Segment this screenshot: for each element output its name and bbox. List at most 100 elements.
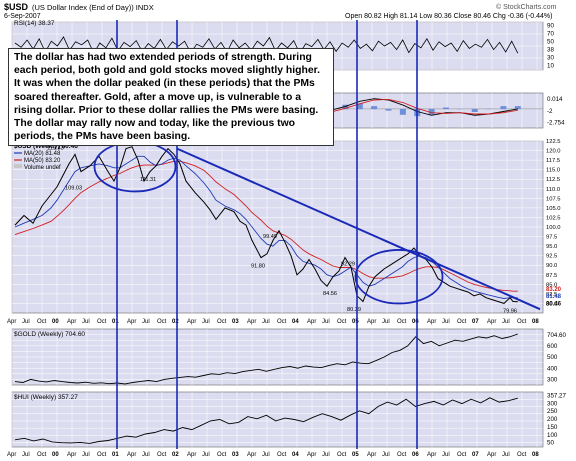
usd-y-tick-label: 100.0 — [546, 225, 561, 231]
macd-histogram-bar — [342, 104, 349, 110]
x-axis-label: Apr — [427, 452, 436, 458]
macd-histogram-bar — [442, 107, 449, 110]
usd-y-tick-label: 95.0 — [546, 244, 557, 250]
chart-date: 6-Sep-2007 — [4, 13, 41, 20]
usd-title: $USD (Weekly) 80.46 — [14, 143, 78, 150]
x-axis-label: Jul — [382, 319, 390, 325]
price-annotation: 111.31 — [140, 177, 156, 183]
macd-histogram-bar — [399, 108, 406, 115]
x-axis-label: Oct — [157, 452, 167, 458]
hui-grid — [11, 392, 543, 447]
x-axis-label: 07 — [472, 452, 479, 458]
x-axis-label: Oct — [397, 452, 407, 458]
usd-last-value-label: 80.46 — [546, 301, 562, 307]
usd-last-value-label: 81.48 — [546, 294, 562, 300]
x-axis-label: 06 — [412, 452, 419, 458]
x-axis-label: Jul — [82, 452, 90, 458]
usd-y-tick-label: 112.5 — [546, 177, 560, 183]
right-axis-label: 200 — [547, 416, 558, 423]
x-axis-label: Jul — [22, 452, 30, 458]
usd-y-tick-label: 87.5 — [546, 273, 557, 279]
gold-panel: $GOLD (Weekly) 704.60 704.60 600 500 400 300 — [11, 328, 566, 386]
chart-description: (US Dollar Index (End of Day)) INDX — [32, 3, 154, 12]
x-axis-label: Apr — [367, 319, 376, 325]
hui-line — [14, 397, 518, 444]
x-axis-label: 00 — [52, 452, 59, 458]
x-axis-label: Jul — [202, 319, 210, 325]
x-axis-label: 00 — [52, 319, 59, 325]
right-axis-label: 30 — [547, 55, 554, 62]
right-axis-label: 90 — [547, 23, 554, 30]
x-axis-label: Apr — [67, 319, 76, 325]
price-annotation: 92.29 — [341, 261, 355, 267]
usd-y-tick-label: 105.0 — [546, 206, 561, 212]
x-axis-label: Jul — [442, 319, 450, 325]
right-axis-label: 100 — [547, 432, 558, 439]
x-axis-label: Oct — [157, 319, 167, 325]
x-axis-label: 08 — [532, 319, 539, 325]
right-axis-label: 600 — [547, 343, 558, 350]
price-annotation: 80.39 — [347, 307, 361, 313]
x-axis-label: Oct — [217, 319, 227, 325]
x-axis-labels-main: Apr Jul Oct 00 Apr Jul Oct 01 Apr Jul Oct 02 Apr Jul O… — [7, 319, 539, 325]
x-axis-label: Jul — [442, 452, 450, 458]
x-axis-label: 03 — [232, 452, 239, 458]
x-axis-label: Apr — [487, 452, 496, 458]
usd-last-value-label: 83.20 — [546, 287, 562, 293]
x-axis-label: Apr — [367, 452, 376, 458]
x-axis-label: Jul — [142, 452, 150, 458]
usd-panel: 119.43109.03121.29111.31120.5199.4991.80… — [11, 139, 562, 315]
x-axis-label: Apr — [247, 452, 256, 458]
x-axis-label: Jul — [322, 452, 330, 458]
right-axis-label: 300 — [547, 377, 558, 384]
x-axis-label: Apr — [427, 319, 436, 325]
usd-ma20-line — [14, 155, 518, 299]
x-axis-label: Oct — [397, 319, 407, 325]
legend-volume-label: Volume undef — [24, 165, 61, 171]
x-axis-label: 04 — [292, 319, 299, 325]
x-axis-label: Apr — [127, 452, 136, 458]
macd-histogram-bar — [385, 108, 392, 111]
legend-ma20-label: MA(20) 81.48 — [24, 151, 61, 157]
x-axis-label: Oct — [517, 452, 527, 458]
x-axis-label: Apr — [187, 319, 196, 325]
usd-ellipse-2005 — [354, 249, 444, 305]
usd-y-tick-label: 80.0 — [546, 301, 557, 307]
x-axis-label: 05 — [352, 319, 359, 325]
x-axis-label: Oct — [37, 452, 47, 458]
usd-ma50-line — [14, 160, 518, 292]
x-axis-label: 07 — [472, 319, 479, 325]
x-axis-label: Oct — [217, 452, 227, 458]
rsi-title: RSI(14) 38.37 — [14, 20, 55, 27]
macd-histogram-bar — [471, 108, 478, 113]
gold-line — [14, 333, 518, 385]
macd-histogram-bar — [371, 106, 378, 110]
right-axis-label: 704.60 — [547, 332, 566, 339]
x-axis-label: Jul — [202, 452, 210, 458]
x-axis-label: 04 — [292, 452, 299, 458]
right-axis-label: -2.754 — [547, 120, 565, 127]
x-axis-label: Oct — [97, 452, 107, 458]
right-axis-label: 150 — [547, 424, 558, 431]
x-axis-label: Jul — [262, 319, 270, 325]
rsi-line — [14, 36, 519, 55]
gold-right-labels: 704.60 600 500 400 300 — [547, 332, 566, 384]
x-axis-label: Jul — [262, 452, 270, 458]
x-axis-label: Apr — [7, 319, 16, 325]
usd-y-tick-label: 97.5 — [546, 235, 557, 241]
x-axis-label: Apr — [487, 319, 496, 325]
x-axis-label: Apr — [187, 452, 196, 458]
x-axis-label: Oct — [97, 319, 107, 325]
x-axis-label: Oct — [457, 452, 467, 458]
usd-downtrend-line — [176, 147, 541, 311]
right-axis-label: 300 — [547, 400, 558, 407]
usd-y-tick-label: 102.5 — [546, 215, 561, 221]
hui-panel: $HUI (Weekly) 357.27 357.273002502001501… — [11, 391, 566, 448]
right-axis-label: 70 — [547, 31, 554, 38]
x-axis-label: Apr — [247, 319, 256, 325]
right-axis-label: 38 — [547, 47, 554, 54]
x-axis-label: Oct — [37, 319, 47, 325]
usd-y-tick-label: 110.0 — [546, 187, 560, 193]
